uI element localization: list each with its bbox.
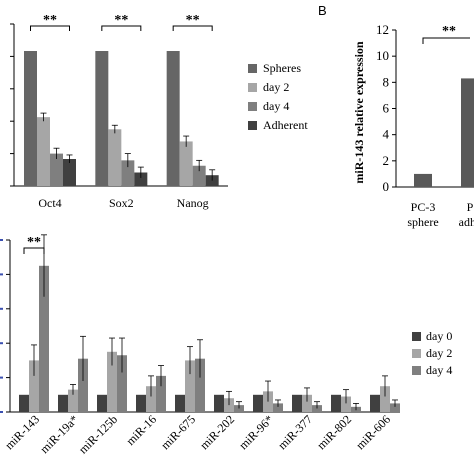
panel-c-cropped-tick-mark xyxy=(0,239,3,241)
panel-c-legend-swatch xyxy=(412,332,421,341)
panel-b-category-label: P xyxy=(467,200,474,214)
panel-c-bar xyxy=(68,389,78,412)
panel-a-legend-label: Adherent xyxy=(263,118,308,132)
panel-a-category-label: Sox2 xyxy=(109,196,134,210)
panel-a-bar xyxy=(24,51,37,186)
panel-a-significance-label: ** xyxy=(114,13,128,28)
panel-a-category-label: Nanog xyxy=(177,196,209,210)
panel-a-significance-label: ** xyxy=(43,13,57,28)
panel-a-legend-swatch xyxy=(248,83,257,92)
panel-a-category-label: Oct4 xyxy=(38,196,61,210)
panel-b-category-label: PC-3 xyxy=(411,200,436,214)
panel-c-category-label: miR-19a* xyxy=(37,412,81,456)
panel-c-cropped-tick-mark xyxy=(0,376,3,379)
panel-c-category-label: miR-96* xyxy=(236,412,276,452)
panel-c-bar xyxy=(39,265,49,412)
panel-a-legend-swatch xyxy=(248,121,257,130)
panel-a-bar xyxy=(50,153,63,186)
panel-a-bar xyxy=(63,159,76,186)
panel-b-y-tick-label: 6 xyxy=(383,101,390,116)
panel-b-bar xyxy=(414,173,432,187)
panel-a-bar xyxy=(121,160,135,186)
panel-c-bar xyxy=(331,394,341,412)
panel-c-cropped-tick-mark xyxy=(0,307,3,310)
panel-a-legend-label: day 2 xyxy=(263,80,289,94)
panel-c-bar xyxy=(117,355,127,412)
panel-c-bar xyxy=(19,394,29,412)
panel-a-bar xyxy=(166,51,180,186)
panel-c-bar xyxy=(58,394,68,412)
panel-a-legend-label: day 4 xyxy=(263,99,289,113)
panel-b-y-axis-label: miR-143 relative expression xyxy=(352,41,366,184)
panel-b-y-tick-label: 12 xyxy=(376,22,389,37)
panel-a-legend-swatch xyxy=(248,102,257,111)
panel-a-legend-swatch xyxy=(248,64,257,73)
panel-c-category-label: miR-802 xyxy=(314,412,354,452)
panel-a-bar xyxy=(192,165,206,186)
panel-b-chart: B 0 2 4 6 8 10 12 miR-143 relative expression PC-… xyxy=(318,3,474,229)
panel-a-bar xyxy=(37,117,50,186)
panel-c-category-label: miR-675 xyxy=(158,412,198,452)
panel-c-category-label: miR-16 xyxy=(123,412,159,448)
panel-c-bar xyxy=(175,394,185,412)
panel-c-category-label: miR-606 xyxy=(353,412,393,452)
panel-a-bar xyxy=(134,172,148,186)
panel-a-bar xyxy=(108,129,122,186)
panel-b-y-tick-label: 8 xyxy=(383,74,390,89)
panel-c-bar xyxy=(253,394,263,412)
panel-c-bar xyxy=(380,386,390,412)
panel-c-bar xyxy=(78,358,88,412)
panel-a-bar xyxy=(179,141,193,186)
panel-b-y-tick-label: 0 xyxy=(383,179,390,194)
panel-c-bar xyxy=(214,394,224,412)
panel-c-bar xyxy=(29,360,39,412)
panel-c-cropped-tick-mark xyxy=(0,411,3,413)
panel-c-legend-label: day 0 xyxy=(426,329,452,343)
panel-c-bar xyxy=(195,358,205,412)
panel-b-significance-label: ** xyxy=(442,24,456,39)
panel-c-bar xyxy=(292,394,302,412)
panel-c-category-label: miR-202 xyxy=(197,412,237,452)
panel-a-chart: Oct4 Sox2 Nanog ** ** ** Spheres day 2 day 4 Adhe… xyxy=(10,13,308,210)
panel-c-bar xyxy=(97,394,107,412)
panel-b-bar xyxy=(461,78,474,187)
panel-a-legend-label: Spheres xyxy=(263,61,301,75)
panel-a-significance-bracket xyxy=(172,25,213,31)
panel-c-legend-swatch xyxy=(412,349,421,358)
panel-c-bar xyxy=(390,403,400,412)
panel-c-legend-swatch xyxy=(412,366,421,375)
panel-a-significance-bracket xyxy=(101,25,142,31)
panel-c-cropped-tick-mark xyxy=(0,273,3,276)
panel-c-bar xyxy=(341,396,351,412)
panel-b-category-label: sphere xyxy=(407,215,438,229)
panel-b-y-tick-label: 4 xyxy=(383,127,390,142)
panel-b-label: B xyxy=(318,3,327,18)
panel-c-bar xyxy=(136,394,146,412)
panel-c-significance-bracket xyxy=(23,247,45,254)
panel-c-bar xyxy=(302,394,312,412)
panel-b-significance-bracket xyxy=(422,37,470,44)
panel-b-y-tick-label: 2 xyxy=(383,153,390,168)
panel-a-bar xyxy=(95,51,109,186)
panel-a-significance-label: ** xyxy=(186,13,200,28)
panel-c-significance-label: ** xyxy=(27,235,41,250)
panel-c-legend-label: day 4 xyxy=(426,363,452,377)
panel-c-bar xyxy=(273,403,283,412)
panel-a-significance-bracket xyxy=(30,25,70,31)
panel-b-y-tick-label: 10 xyxy=(376,48,389,63)
panel-c-bar xyxy=(370,394,380,412)
panel-c-category-label: miR-377 xyxy=(275,412,315,452)
panel-c-bar xyxy=(146,386,156,412)
panel-c-legend-label: day 2 xyxy=(426,346,452,360)
panel-b-category-label: adhe xyxy=(459,215,474,229)
panel-c-category-label: miR-125b xyxy=(76,412,120,456)
panel-c-bar xyxy=(156,375,166,412)
panel-c-bar xyxy=(185,360,195,412)
panel-c-cropped-tick-mark xyxy=(0,342,3,345)
panel-c-bar xyxy=(107,351,117,412)
